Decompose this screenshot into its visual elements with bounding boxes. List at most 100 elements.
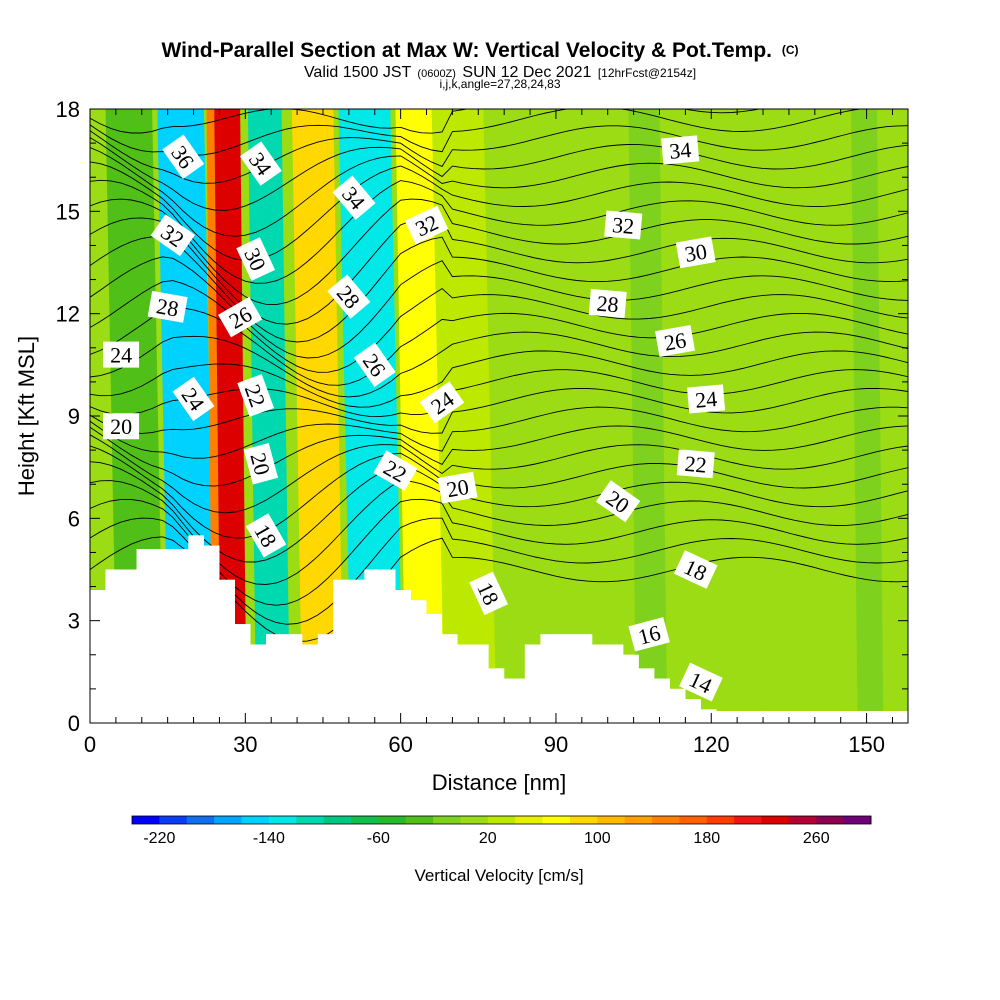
theta-label-text: 28: [596, 291, 620, 318]
theta-label-box: [595, 480, 641, 523]
y-tick-label: 18: [56, 97, 80, 122]
colorbar-swatch: [214, 816, 242, 824]
y-tick-label: 0: [68, 711, 80, 736]
velocity-band-7: [395, 109, 448, 712]
isentrope-line-3: [90, 480, 908, 585]
theta-label-9: 28: [147, 290, 188, 323]
isentrope-line-20: [90, 161, 908, 262]
colorbar-tick-label: -220: [143, 830, 175, 847]
colorbar-swatch: [624, 816, 653, 824]
theta-label-13: 26: [353, 342, 396, 388]
theta-label-box: [162, 134, 205, 179]
theta-label-11: 28: [588, 288, 627, 318]
grid-indices-label: i,j,k,angle=27,28,24,83: [439, 77, 560, 91]
colorbar-swatch: [843, 816, 872, 824]
colorbar-swatch: [378, 816, 407, 824]
x-tick-label: 150: [848, 732, 885, 757]
isentrope-line-24: [90, 109, 908, 156]
theta-label-box: [103, 413, 140, 440]
theta-label-text: 24: [694, 386, 718, 413]
x-axis: 0 30 60 90 120 150: [84, 109, 893, 757]
isentrope-line-17: [90, 217, 908, 325]
y-tick-label: 9: [68, 404, 80, 429]
colorbar-swatch: [159, 816, 188, 824]
colorbar-swatch: [433, 816, 461, 824]
colorbar-tick-label: 20: [479, 830, 497, 847]
colorbar-swatch: [679, 816, 708, 824]
colorbar-swatch: [652, 816, 680, 824]
valid-utc-label: (0600Z): [417, 68, 456, 80]
isentrope-line-4: [90, 461, 908, 563]
theta-label-box: [676, 449, 715, 479]
theta-label-box: [245, 513, 287, 558]
theta-label-text: 22: [684, 451, 708, 478]
isentrope-line-2: [90, 498, 908, 606]
chart-title: Wind-Parallel Section at Max W: Vertical…: [161, 39, 798, 62]
y-tick-label: 15: [56, 199, 80, 224]
theta-label-box: [237, 374, 275, 417]
chart-subtitle: Valid 1500 JST (0600Z) SUN 12 Dec 2021 […: [304, 64, 696, 81]
theta-label-box: [588, 288, 627, 318]
colorbar-swatch: [515, 816, 544, 824]
theta-label-3: 34: [661, 135, 700, 165]
theta-label-22: 20: [103, 413, 140, 440]
theta-label-box: [661, 135, 700, 165]
colorbar-swatch: [132, 816, 160, 824]
theta-label-29: 16: [628, 617, 670, 652]
colorbar-swatch: [350, 816, 379, 824]
theta-label-21: 22: [676, 449, 715, 479]
colorbar-swatch: [186, 816, 215, 824]
isentrope-line-5: [90, 445, 908, 539]
isentrope-line-11: [90, 350, 908, 408]
isentrope-line-9: [90, 387, 908, 434]
isentrope-line-18: [90, 198, 908, 306]
colorbar-swatch: [569, 816, 598, 824]
velocity-band-8: [431, 109, 497, 712]
colorbar-tick-label: 260: [803, 830, 830, 847]
colorbar-tick-label: -140: [253, 830, 285, 847]
colorbar-tick-label: 100: [584, 830, 611, 847]
x-tick-label: 30: [233, 732, 257, 757]
theta-label-box: [673, 550, 718, 589]
theta-label-box: [327, 274, 371, 319]
theta-label-text: 28: [155, 293, 181, 321]
theta-label-box: [419, 381, 465, 424]
theta-label-14: 26: [655, 325, 696, 357]
colorbar-frame: [131, 815, 872, 825]
isentrope-line-23: [90, 125, 908, 184]
theta-label-text: 30: [683, 239, 709, 267]
theta-label-8: 30: [675, 236, 716, 269]
theta-label-box: [469, 571, 509, 616]
theta-label-18: 24: [687, 384, 726, 414]
colorbar-swatch: [761, 816, 790, 824]
theta-label-text: 34: [668, 137, 692, 164]
theta-label-box: [628, 617, 670, 652]
theta-label-6: 32: [604, 210, 643, 240]
x-tick-label: 90: [544, 732, 568, 757]
isentrope-line-7: [90, 425, 908, 487]
terrain: [90, 535, 908, 723]
isentrope-line-25: [90, 109, 908, 134]
x-tick-label: 60: [388, 732, 412, 757]
theta-label-box: [332, 175, 376, 220]
theta-label-box: [239, 141, 282, 186]
velocity-band-10: [628, 109, 668, 712]
colorbar-swatch: [816, 816, 845, 824]
colorbar: -220 -140 -60 20 100 180 260: [131, 815, 872, 847]
colorbar-swatch: [241, 816, 270, 824]
theta-label-box: [150, 214, 196, 257]
theta-label-text: 24: [110, 343, 132, 368]
isentrope-line-8: [90, 406, 908, 459]
chart-title-main: Wind-Parallel Section at Max W: Vertical…: [161, 39, 772, 62]
theta-label-text: 20: [445, 474, 471, 502]
isentrope-line-10: [90, 369, 908, 418]
isentrope-lines: [90, 109, 908, 642]
isentrope-line-22: [90, 137, 908, 211]
isentrope-line-16: [90, 236, 908, 343]
chart-title-mark: (C): [782, 43, 799, 57]
theta-label-box: [687, 384, 726, 414]
y-tick-label: 3: [68, 609, 80, 634]
